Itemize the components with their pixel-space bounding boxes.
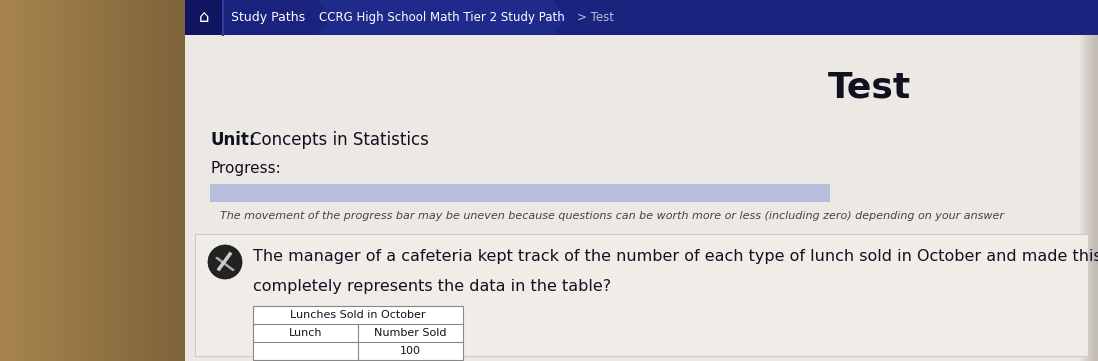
Text: CCRG High School Math Tier 2 Study Path: CCRG High School Math Tier 2 Study Path [318,11,564,24]
Text: Concepts in Statistics: Concepts in Statistics [250,131,429,149]
Text: > Test: > Test [578,11,614,24]
Text: ⌂: ⌂ [199,9,210,26]
Text: Study Paths: Study Paths [231,11,305,24]
FancyBboxPatch shape [210,184,830,202]
Text: The manager of a cafeteria kept track of the number of each type of lunch sold i: The manager of a cafeteria kept track of… [253,248,1098,264]
Text: Lunches Sold in October: Lunches Sold in October [290,310,426,320]
FancyBboxPatch shape [184,0,1098,361]
Text: 100: 100 [400,346,421,356]
FancyBboxPatch shape [253,306,463,360]
Polygon shape [318,0,565,35]
Text: The movement of the progress bar may be uneven because questions can be worth mo: The movement of the progress bar may be … [220,211,1004,221]
Text: completely represents the data in the table?: completely represents the data in the ta… [253,278,612,293]
Text: Lunch: Lunch [289,328,322,338]
Text: Unit:: Unit: [210,131,256,149]
Text: Progress:: Progress: [210,161,281,175]
FancyBboxPatch shape [184,0,223,35]
Text: Test: Test [828,70,911,104]
FancyBboxPatch shape [195,234,1088,356]
FancyBboxPatch shape [184,0,1098,35]
Circle shape [208,245,242,279]
Text: Number Sold: Number Sold [374,328,447,338]
